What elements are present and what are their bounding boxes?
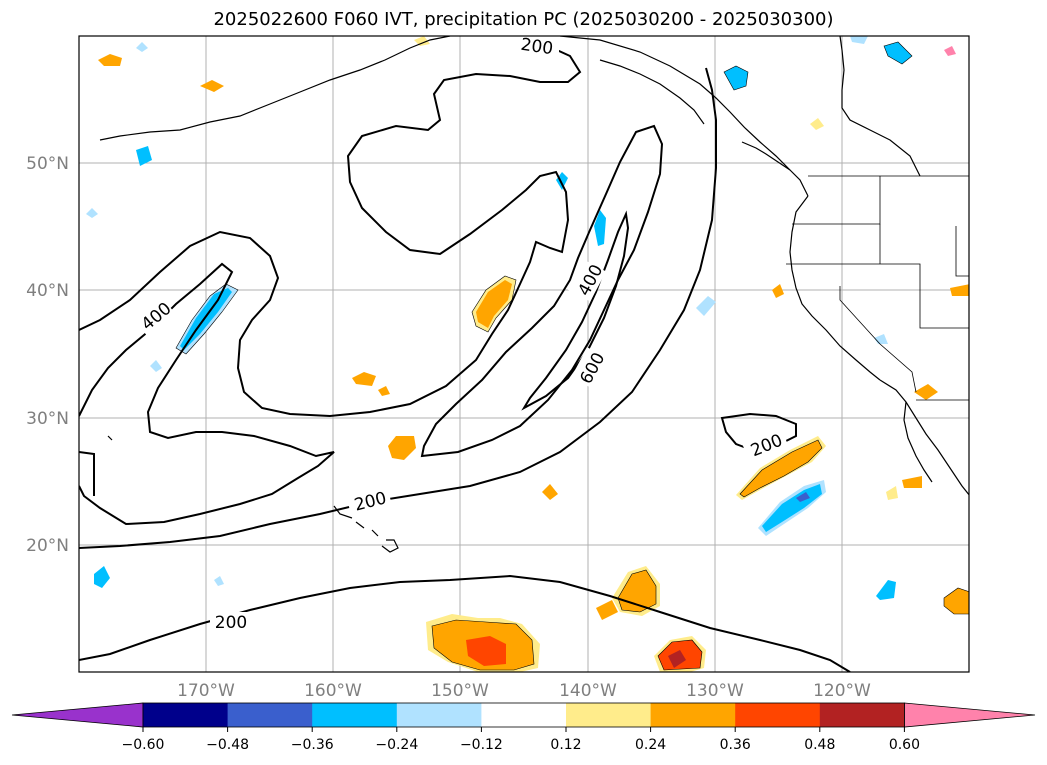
contour-label-200-south: 200 (215, 613, 247, 633)
colorbar-segment (650, 703, 736, 727)
colorbar: −0.60 −0.48 −0.36 −0.24 −0.12 0.12 0.24 0.36 0.4… (11, 702, 1036, 753)
map-area (79, 36, 969, 672)
map-title: 2025022600 F060 IVT, precipitation PC (2… (213, 9, 834, 30)
ivt-contours (79, 41, 851, 672)
colorbar-extend-low (11, 702, 144, 728)
lat-label-40n: 40°N (26, 281, 69, 301)
lon-label-170w: 170°W (177, 681, 235, 701)
lon-label-120w: 120°W (813, 681, 871, 701)
colorbar-segment (227, 703, 313, 727)
colorbar-segment (566, 703, 652, 727)
colorbar-tick-label: 0.60 (889, 737, 920, 753)
colorbar-tick-label: −0.12 (460, 737, 503, 753)
state-borders (786, 175, 969, 401)
lat-label-50n: 50°N (26, 154, 69, 174)
contour-label-200-top: 200 (519, 35, 554, 59)
colorbar-extend-high (904, 702, 1036, 728)
colorbar-tick-label: 0.12 (550, 737, 581, 753)
colorbar-tick-label: 0.36 (720, 737, 751, 753)
lat-label-20n: 20°N (26, 536, 69, 556)
colorbar-segment (481, 703, 567, 727)
colorbar-tick-label: −0.48 (206, 737, 249, 753)
colorbar-segment (396, 703, 482, 727)
coastlines (99, 36, 969, 553)
lon-label-130w: 130°W (686, 681, 744, 701)
colorbar-segment (143, 703, 229, 727)
colorbar-segment (735, 703, 821, 727)
precip-positive (98, 36, 969, 672)
colorbar-outline (142, 702, 905, 728)
lon-label-140w: 140°W (559, 681, 617, 701)
colorbar-tick-label: −0.36 (291, 737, 334, 753)
colorbar-tick-label: −0.24 (375, 737, 418, 753)
lon-label-150w: 150°W (431, 681, 489, 701)
lat-label-30n: 30°N (26, 409, 69, 429)
colorbar-segment (819, 703, 905, 727)
colorbar-segment (312, 703, 398, 727)
latitude-labels: 50°N 40°N 30°N 20°N (26, 154, 69, 556)
colorbar-tick-label: 0.48 (804, 737, 835, 753)
colorbar-tick-label: 0.24 (635, 737, 666, 753)
precip-outlines (175, 41, 969, 671)
map-frame (78, 35, 970, 673)
longitude-labels: 170°W 160°W 150°W 140°W 130°W 120°W (177, 681, 871, 701)
lon-label-160w: 160°W (304, 681, 362, 701)
colorbar-tick-label: −0.60 (122, 737, 165, 753)
